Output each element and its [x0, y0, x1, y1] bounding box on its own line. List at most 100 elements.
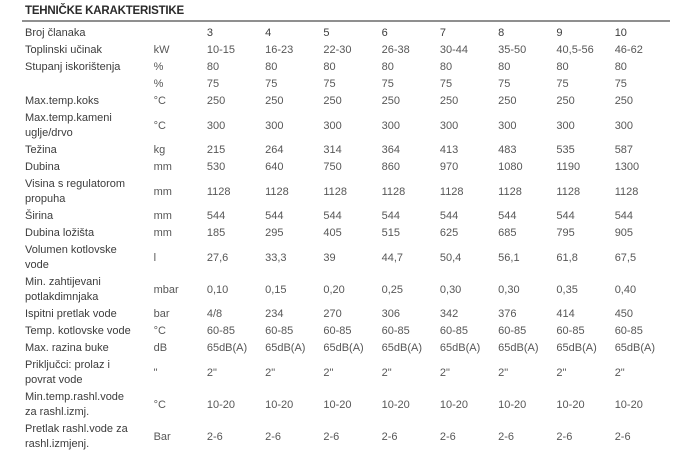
value-cell: 10-15	[206, 44, 235, 56]
row-label: Priključci: prolaz i povrat vode	[25, 359, 110, 386]
value-cell: 364	[381, 144, 400, 156]
value-cell: 16-23	[265, 44, 294, 56]
value-cell: 3	[206, 27, 213, 39]
unit-cell: %	[153, 61, 164, 73]
value-cell: 80	[381, 61, 394, 73]
row-label	[22, 76, 151, 93]
table-row: Visina s regulatorom propuha mm 1128 1128 11…	[22, 176, 670, 208]
value-cell: 10-20	[556, 398, 585, 411]
value-cell: 750	[323, 161, 342, 173]
row-label: Visina s regulatorom propuha	[25, 178, 126, 205]
value-cell: 970	[439, 161, 459, 173]
value-cell: 640	[265, 161, 284, 173]
table-row: Max.temp.kameni uglje/drvo °C 300 300 300 300…	[22, 110, 670, 142]
unit-cell: kg	[153, 144, 166, 156]
value-cell: 60-85	[556, 325, 585, 337]
value-cell: 270	[323, 308, 342, 320]
value-cell: 10-20	[323, 398, 352, 411]
value-cell: 33,3	[265, 251, 287, 264]
value-cell: 60-85	[381, 325, 410, 337]
value-cell: 215	[206, 144, 226, 156]
table-body: Toplinski učinak kW 10-15 16-23 22-30 26-38 30…	[22, 42, 670, 453]
value-cell: 544	[265, 210, 284, 222]
row-label: Širina	[25, 210, 54, 222]
value-cell: 1128	[614, 185, 639, 198]
value-cell: 544	[614, 210, 634, 222]
unit-cell: mm	[153, 161, 172, 173]
value-cell: 250	[206, 95, 226, 107]
unit-cell: °C	[153, 95, 166, 107]
value-cell: 185	[206, 227, 226, 239]
value-cell: 60-85	[614, 325, 643, 337]
value-cell: 1190	[556, 161, 581, 173]
unit-cell: °C	[153, 398, 166, 411]
value-cell: 1128	[323, 185, 348, 198]
table-row: Temp. kotlovske vode °C 60-85 60-85 60-85 60-…	[22, 323, 670, 340]
value-cell: 2-6	[439, 430, 456, 443]
value-cell: 65dB(A)	[381, 342, 422, 354]
value-cell: 300	[323, 119, 342, 132]
value-cell: 1300	[614, 161, 640, 173]
value-cell: 860	[381, 161, 400, 173]
value-cell: 35-50	[498, 44, 527, 56]
value-cell: 75	[265, 78, 278, 90]
value-cell: 250	[323, 95, 342, 107]
value-cell: 2"	[206, 366, 217, 379]
value-cell: 65dB(A)	[323, 342, 364, 354]
value-cell: 250	[381, 95, 400, 107]
value-cell: 2"	[614, 366, 625, 379]
value-cell: 39	[323, 251, 336, 264]
row-label: Pretlak rashl.vode za rashl.izmjenj.	[25, 423, 128, 450]
row-label: Broj članaka	[25, 27, 86, 39]
value-cell: 2-6	[556, 430, 573, 443]
value-cell: 544	[439, 210, 459, 222]
table-row: Min.temp.rashl.vode za rashl.izmj. °C 10-2…	[22, 389, 670, 421]
table-row: Stupanj iskorištenja% 80 80 80 80 80 80 80 80	[22, 59, 670, 76]
value-cell: 75	[206, 78, 220, 90]
table-row: Pretlak rashl.vode za rashl.izmjenj. Bar 2…	[22, 421, 670, 453]
value-cell: 587	[614, 144, 634, 156]
value-cell: 75	[556, 78, 569, 90]
value-cell: 264	[265, 144, 284, 156]
value-cell: 0,30	[439, 283, 462, 296]
value-cell: 405	[323, 227, 342, 239]
value-cell: 450	[614, 308, 634, 320]
value-cell: 2-6	[614, 430, 631, 443]
value-cell: 300	[614, 119, 634, 132]
row-label: Min. zahtijevani potlakdimnjaka	[25, 276, 101, 303]
value-cell: 515	[381, 227, 400, 239]
value-cell: 0,30	[498, 283, 520, 296]
value-cell: 0,15	[265, 283, 287, 296]
value-cell: 10-20	[498, 398, 527, 411]
value-cell: 1128	[265, 185, 289, 198]
value-cell: 2-6	[206, 430, 223, 443]
value-cell: 80	[265, 61, 278, 73]
value-cell: 80	[556, 61, 569, 73]
table-row: Težina kg 215 264 314 364 413 483 535 587	[22, 142, 670, 159]
value-cell: 4	[265, 27, 272, 39]
value-cell: 685	[498, 227, 517, 239]
value-cell: 1128	[381, 185, 406, 198]
unit-cell: mm	[153, 185, 172, 198]
value-cell: 6	[381, 27, 388, 39]
value-cell: 905	[614, 227, 634, 239]
value-cell: 46-62	[614, 44, 643, 56]
value-cell: 60-85	[498, 325, 527, 337]
value-cell: 544	[323, 210, 342, 222]
value-cell: 0,10	[206, 283, 229, 296]
table-head: Broj članaka 3 4 5 6 7 8 9 10	[22, 25, 670, 42]
value-cell: 80	[323, 61, 336, 73]
row-label: Dubina	[25, 161, 60, 173]
unit-cell: kW	[153, 44, 170, 56]
value-cell: 7	[439, 27, 447, 39]
value-cell: 234	[265, 308, 284, 320]
value-cell: 300	[498, 119, 517, 132]
row-label: Stupanj iskorištenja	[25, 61, 121, 73]
value-cell: 250	[265, 95, 284, 107]
value-cell: 1128	[439, 185, 464, 198]
value-cell: 1128	[498, 185, 522, 198]
unit-cell: mm	[153, 227, 172, 239]
value-cell: 544	[381, 210, 400, 222]
value-cell: 0,40	[614, 283, 637, 296]
value-cell: 544	[498, 210, 517, 222]
